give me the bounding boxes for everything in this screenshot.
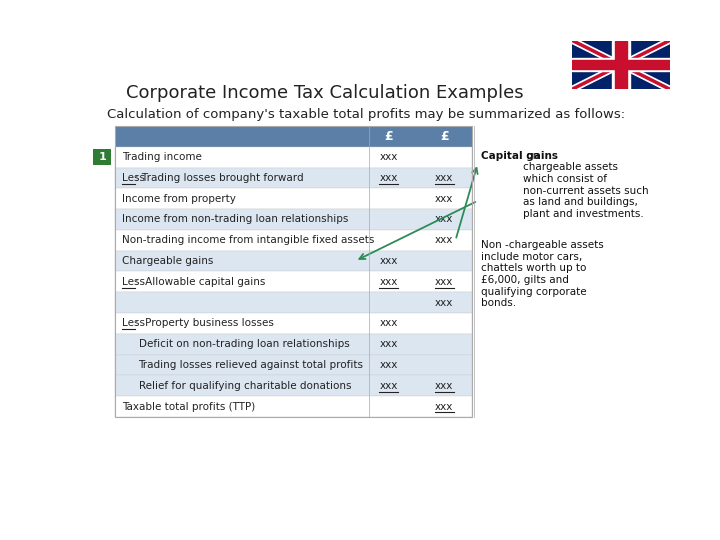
Text: Non-trading income from intangible fixed assets: Non-trading income from intangible fixed… bbox=[122, 235, 374, 245]
Text: Trading losses relieved against total profits: Trading losses relieved against total pr… bbox=[138, 360, 364, 370]
Text: Trading income: Trading income bbox=[122, 152, 202, 162]
Text: xxx: xxx bbox=[435, 173, 454, 183]
Text: xxx: xxx bbox=[435, 194, 454, 204]
Text: xxx: xxx bbox=[379, 256, 397, 266]
Text: Taxable total profits (TTP): Taxable total profits (TTP) bbox=[122, 402, 255, 411]
Text: xxx: xxx bbox=[379, 319, 397, 328]
Bar bbox=[115, 188, 472, 209]
Bar bbox=[115, 230, 472, 251]
Bar bbox=[115, 147, 472, 167]
Text: Less: Less bbox=[122, 277, 145, 287]
Text: xxx: xxx bbox=[435, 235, 454, 245]
Text: Less: Less bbox=[122, 319, 145, 328]
Bar bbox=[115, 209, 472, 230]
Text: : Trading losses brought forward: : Trading losses brought forward bbox=[135, 173, 303, 183]
Bar bbox=[612, 40, 630, 89]
Bar bbox=[115, 126, 472, 147]
Text: Relief for qualifying charitable donations: Relief for qualifying charitable donatio… bbox=[138, 381, 351, 391]
Bar bbox=[115, 375, 472, 396]
Bar bbox=[115, 292, 472, 313]
Text: on
chargeable assets
which consist of
non-current assets such
as land and buildi: on chargeable assets which consist of no… bbox=[523, 151, 648, 219]
Text: xxx: xxx bbox=[379, 152, 397, 162]
Text: xxx: xxx bbox=[435, 298, 454, 308]
Bar bbox=[115, 334, 472, 355]
Bar bbox=[615, 40, 627, 89]
Text: :  Property business losses: : Property business losses bbox=[135, 319, 274, 328]
Text: Income from non-trading loan relationships: Income from non-trading loan relationshi… bbox=[122, 214, 348, 225]
Bar bbox=[115, 272, 472, 292]
Text: xxx: xxx bbox=[435, 402, 454, 411]
Bar bbox=[115, 396, 472, 417]
Text: :  Allowable capital gains: : Allowable capital gains bbox=[135, 277, 265, 287]
Text: Calculation of company's taxable total profits may be summarized as follows:: Calculation of company's taxable total p… bbox=[107, 109, 625, 122]
Text: xxx: xxx bbox=[435, 214, 454, 225]
Text: £: £ bbox=[384, 130, 393, 143]
Text: £: £ bbox=[440, 130, 449, 143]
Text: xxx: xxx bbox=[435, 277, 454, 287]
Text: Chargeable gains: Chargeable gains bbox=[122, 256, 213, 266]
Text: Corporate Income Tax Calculation Examples: Corporate Income Tax Calculation Example… bbox=[125, 84, 523, 102]
Bar bbox=[115, 251, 472, 272]
Bar bbox=[115, 313, 472, 334]
Text: xxx: xxx bbox=[379, 381, 397, 391]
Text: xxx: xxx bbox=[379, 360, 397, 370]
Text: xxx: xxx bbox=[379, 277, 397, 287]
Text: Capital gains: Capital gains bbox=[481, 151, 557, 161]
Text: 1: 1 bbox=[99, 152, 106, 162]
Text: Non -chargeable assets
include motor cars,
chattels worth up to
£6,000, gilts an: Non -chargeable assets include motor car… bbox=[481, 240, 603, 308]
Text: Income from property: Income from property bbox=[122, 194, 235, 204]
Text: xxx: xxx bbox=[379, 173, 397, 183]
Bar bbox=[572, 58, 670, 71]
Bar bbox=[115, 355, 472, 375]
Text: xxx: xxx bbox=[379, 339, 397, 349]
Text: xxx: xxx bbox=[435, 381, 454, 391]
Bar bbox=[572, 60, 670, 69]
Text: Deficit on non-trading loan relationships: Deficit on non-trading loan relationship… bbox=[138, 339, 349, 349]
FancyBboxPatch shape bbox=[94, 149, 111, 165]
Bar bbox=[115, 126, 472, 417]
Text: Less: Less bbox=[122, 173, 145, 183]
Bar bbox=[115, 167, 472, 188]
